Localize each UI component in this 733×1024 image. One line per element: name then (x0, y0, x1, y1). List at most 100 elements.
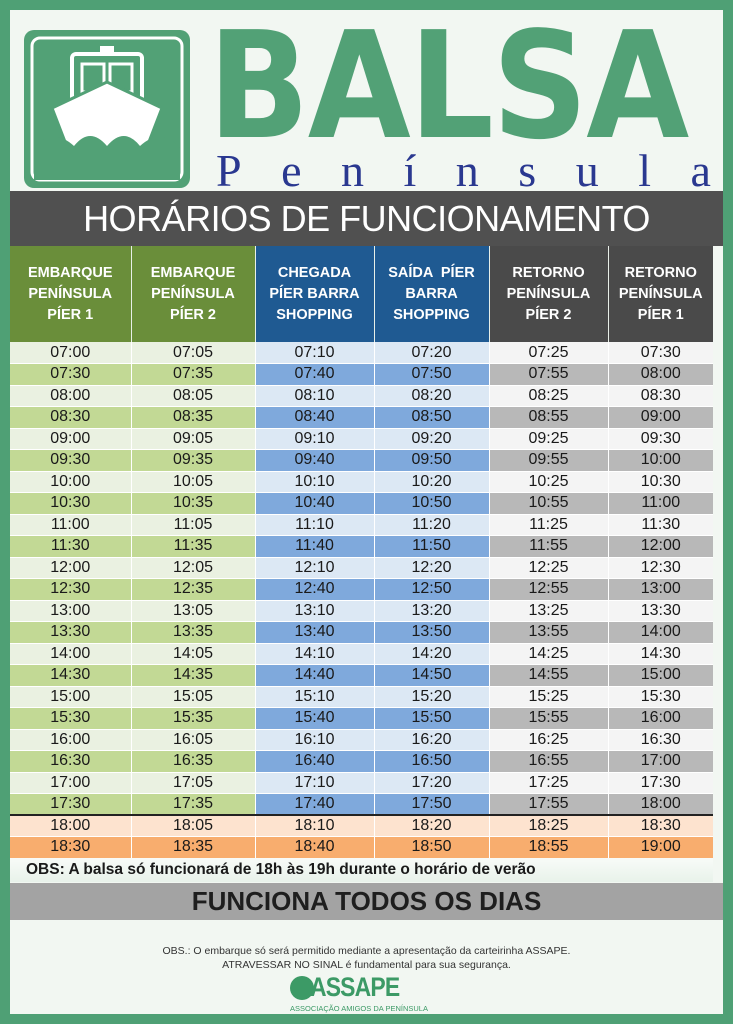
time-cell: 09:25 (489, 428, 609, 450)
time-cell: 16:30 (608, 729, 713, 751)
time-cell: 14:10 (255, 643, 375, 665)
time-cell: 13:00 (10, 600, 132, 622)
time-cell: 11:00 (608, 492, 713, 515)
subtitle-letter: P (216, 145, 242, 196)
time-cell: 16:55 (489, 750, 609, 773)
subtitle-letter: u (575, 145, 599, 196)
table-row: 11:00 11:05 11:10 11:20 11:25 11:30 (10, 514, 713, 536)
time-cell: 18:40 (255, 836, 375, 859)
poster: BALSA P e n í n s u l a HORÁRIOS DE FUNC… (10, 10, 723, 1014)
column-header-retorno-pier2: RETORNO PENÍNSULA PÍER 2 (489, 246, 609, 342)
time-cell: 15:50 (374, 707, 490, 730)
table-row: 10:30 10:35 10:40 10:50 10:55 11:00 (10, 492, 713, 515)
time-cell: 10:20 (374, 471, 490, 493)
title-balsa: BALSA (208, 0, 689, 172)
time-cell: 10:00 (10, 471, 132, 493)
time-cell: 16:10 (255, 729, 375, 751)
time-cell: 16:35 (131, 750, 256, 773)
time-cell: 10:05 (131, 471, 256, 493)
time-cell: 08:55 (489, 406, 609, 429)
time-cell: 17:40 (255, 793, 375, 816)
footer-note: OBS.: O embarque só será permitido media… (10, 944, 723, 972)
time-cell: 09:10 (255, 428, 375, 450)
time-cell: 18:00 (608, 793, 713, 816)
time-cell: 12:55 (489, 578, 609, 601)
table-row: 13:00 13:05 13:10 13:20 13:25 13:30 (10, 600, 713, 622)
time-cell: 15:00 (10, 686, 132, 708)
time-cell: 11:30 (10, 535, 132, 558)
time-cell: 17:30 (10, 793, 132, 816)
time-cell: 13:05 (131, 600, 256, 622)
time-cell: 09:55 (489, 449, 609, 472)
time-cell: 10:50 (374, 492, 490, 515)
time-cell: 14:40 (255, 664, 375, 687)
time-cell: 10:35 (131, 492, 256, 515)
time-cell: 11:20 (374, 514, 490, 536)
time-cell: 15:55 (489, 707, 609, 730)
time-cell: 12:30 (608, 557, 713, 579)
time-cell: 16:20 (374, 729, 490, 751)
time-cell: 07:55 (489, 363, 609, 386)
time-cell: 07:00 (10, 342, 132, 364)
time-cell: 08:25 (489, 385, 609, 407)
time-cell: 07:05 (131, 342, 256, 364)
column-header-embarque-pier1: EMBARQUE PENÍNSULA PÍER 1 (10, 246, 132, 342)
time-cell: 09:00 (10, 428, 132, 450)
subtitle-letter: a (690, 145, 711, 196)
time-cell: 13:50 (374, 621, 490, 644)
time-cell: 17:55 (489, 793, 609, 816)
time-cell: 07:40 (255, 363, 375, 386)
table-row: 12:00 12:05 12:10 12:20 12:25 12:30 (10, 557, 713, 579)
time-cell: 17:10 (255, 772, 375, 794)
time-cell: 17:30 (608, 772, 713, 794)
time-cell: 11:50 (374, 535, 490, 558)
time-cell: 12:00 (608, 535, 713, 558)
time-cell: 07:30 (608, 342, 713, 364)
globe-icon (290, 976, 314, 1000)
time-cell: 16:40 (255, 750, 375, 773)
time-cell: 12:35 (131, 578, 256, 601)
time-cell: 18:20 (374, 814, 490, 837)
subtitle-letter: n (341, 145, 365, 196)
time-cell: 15:10 (255, 686, 375, 708)
time-cell: 11:00 (10, 514, 132, 536)
table-row: 17:30 17:35 17:40 17:50 17:55 18:00 (10, 793, 713, 816)
time-cell: 17:50 (374, 793, 490, 816)
time-cell: 18:55 (489, 836, 609, 859)
time-cell: 14:30 (10, 664, 132, 687)
time-cell: 11:55 (489, 535, 609, 558)
time-cell: 15:30 (608, 686, 713, 708)
time-cell: 14:55 (489, 664, 609, 687)
table-row: 08:00 08:05 08:10 08:20 08:25 08:30 (10, 385, 713, 407)
time-cell: 18:10 (255, 814, 375, 837)
time-cell: 10:40 (255, 492, 375, 515)
table-row: 07:30 07:35 07:40 07:50 07:55 08:00 (10, 363, 713, 386)
time-cell: 10:55 (489, 492, 609, 515)
table-row: 09:00 09:05 09:10 09:20 09:25 09:30 (10, 428, 713, 450)
table-row: 17:00 17:05 17:10 17:20 17:25 17:30 (10, 772, 713, 794)
time-cell: 14:05 (131, 643, 256, 665)
time-cell: 12:05 (131, 557, 256, 579)
time-cell: 08:20 (374, 385, 490, 407)
schedule-banner: HORÁRIOS DE FUNCIONAMENTO (10, 191, 723, 246)
time-cell: 15:30 (10, 707, 132, 730)
time-cell: 11:25 (489, 514, 609, 536)
time-cell: 17:05 (131, 772, 256, 794)
time-cell: 11:30 (608, 514, 713, 536)
table-row: 16:30 16:35 16:40 16:50 16:55 17:00 (10, 750, 713, 773)
time-cell: 09:30 (10, 449, 132, 472)
time-cell: 07:35 (131, 363, 256, 386)
time-cell: 18:05 (131, 814, 256, 837)
time-cell: 11:40 (255, 535, 375, 558)
time-cell: 17:00 (10, 772, 132, 794)
time-cell: 14:00 (10, 643, 132, 665)
time-cell: 12:40 (255, 578, 375, 601)
subtitle-letter: í (403, 145, 417, 196)
time-cell: 16:25 (489, 729, 609, 751)
time-cell: 11:05 (131, 514, 256, 536)
time-cell: 10:00 (608, 449, 713, 472)
time-cell: 07:20 (374, 342, 490, 364)
time-cell: 12:00 (10, 557, 132, 579)
table-row: 15:00 15:05 15:10 15:20 15:25 15:30 (10, 686, 713, 708)
column-header-embarque-pier2: EMBARQUE PENÍNSULA PÍER 2 (131, 246, 256, 342)
